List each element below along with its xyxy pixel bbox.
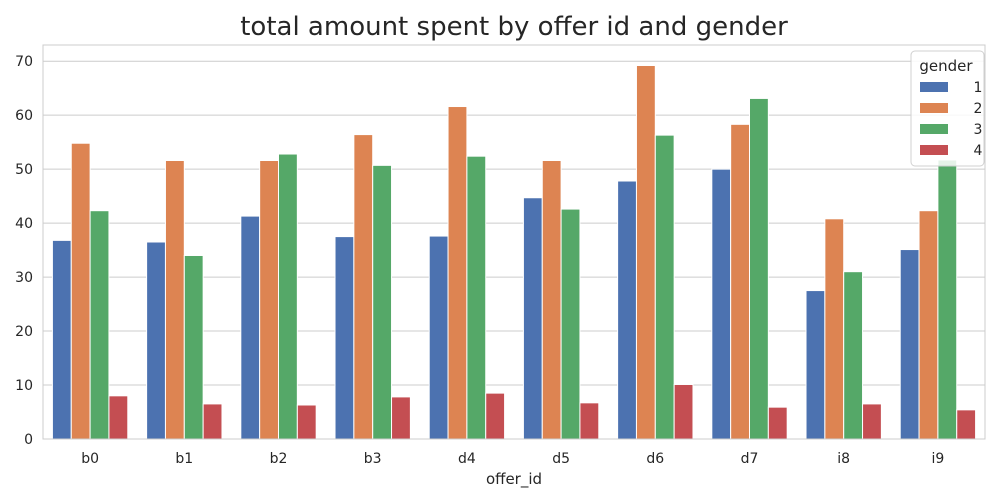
bar-i8-gender-2 [824, 218, 845, 440]
legend-title: gender [919, 57, 973, 75]
bar-i8-gender-4 [862, 403, 882, 440]
x-tick-label: d6 [646, 451, 664, 467]
bar-b3-gender-4 [391, 396, 411, 440]
bar-b3-gender-3 [372, 164, 393, 440]
bar-d6-gender-1 [617, 180, 637, 440]
bar-i9-gender-4 [956, 409, 977, 440]
bar-i9-gender-3 [937, 159, 958, 440]
bar-d5-gender-4 [579, 402, 600, 440]
bar-d7-gender-1 [711, 168, 732, 440]
bar-i9-gender-2 [918, 210, 939, 440]
legend-swatch-gender-2 [920, 103, 948, 113]
y-tick-label: 70 [15, 54, 33, 70]
bar-b2-gender-4 [296, 404, 317, 440]
bar-d4-gender-3 [466, 155, 487, 440]
bar-b2-gender-3 [278, 153, 298, 440]
bar-b0-gender-3 [89, 210, 110, 440]
y-tick-label: 30 [15, 270, 33, 286]
bar-d5-gender-3 [560, 208, 581, 440]
x-tick-label: b1 [175, 451, 193, 467]
legend-swatch-gender-3 [920, 124, 948, 134]
bar-b3-gender-1 [334, 236, 355, 440]
bar-b1-gender-1 [146, 241, 166, 440]
y-tick-label: 0 [24, 432, 33, 448]
bar-b0-gender-4 [108, 395, 129, 440]
bar-b1-gender-2 [164, 160, 185, 440]
y-tick-label: 50 [15, 162, 33, 178]
plot-frame [42, 44, 986, 440]
legend-label-gender-1: 1 [974, 80, 983, 96]
bar-b3-gender-2 [353, 134, 374, 440]
bar-d6-gender-2 [635, 65, 656, 440]
bar-d4-gender-2 [447, 106, 468, 440]
bars [51, 65, 977, 440]
y-tick-label: 40 [15, 216, 33, 232]
chart-title: total amount spent by offer id and gende… [240, 12, 788, 42]
y-tick-label: 60 [15, 108, 33, 124]
bar-b2-gender-2 [259, 160, 280, 440]
x-tick-label: b2 [270, 451, 288, 467]
x-tick-label: d7 [741, 451, 759, 467]
legend-swatch-gender-1 [920, 82, 948, 92]
y-tick-label: 10 [15, 378, 33, 394]
bar-d4-gender-4 [485, 392, 506, 440]
y-tick-label: 20 [15, 324, 33, 340]
bar-b1-gender-4 [202, 403, 223, 440]
x-tick-label: b0 [81, 451, 99, 467]
bar-d6-gender-4 [673, 383, 694, 440]
legend: gender 1 2 3 4 [910, 50, 985, 167]
bar-b0-gender-2 [70, 142, 91, 440]
bar-i9-gender-1 [899, 249, 920, 440]
x-tick-label: b3 [364, 451, 382, 467]
bar-b0-gender-1 [51, 239, 72, 440]
bar-b2-gender-1 [240, 215, 261, 440]
bar-d4-gender-1 [428, 235, 449, 440]
axes: 0 10 20 30 40 50 60 70 b0 b1 b2 b3 d4 d5 d6 d7 i8 i9 [15, 44, 986, 467]
x-tick-label: d5 [552, 451, 570, 467]
legend-label-gender-4: 4 [974, 143, 983, 159]
bar-d5-gender-1 [522, 197, 543, 440]
bar-d6-gender-3 [654, 134, 675, 440]
bar-d7-gender-4 [767, 406, 788, 440]
x-tick-label: i9 [932, 451, 945, 467]
legend-label-gender-2: 2 [974, 101, 983, 117]
bar-d7-gender-3 [749, 97, 769, 440]
x-tick-label: d4 [458, 451, 476, 467]
x-axis-title: offer_id [486, 470, 542, 489]
x-tick-label: i8 [837, 451, 850, 467]
legend-swatch-gender-4 [920, 145, 948, 155]
legend-label-gender-3: 3 [974, 122, 983, 138]
bar-i8-gender-3 [843, 271, 864, 440]
bar-d7-gender-2 [730, 123, 750, 440]
bar-i8-gender-1 [805, 290, 826, 440]
bar-d5-gender-2 [541, 160, 562, 440]
bar-b1-gender-3 [183, 254, 204, 440]
legend-items: 1 2 3 4 [920, 80, 983, 159]
